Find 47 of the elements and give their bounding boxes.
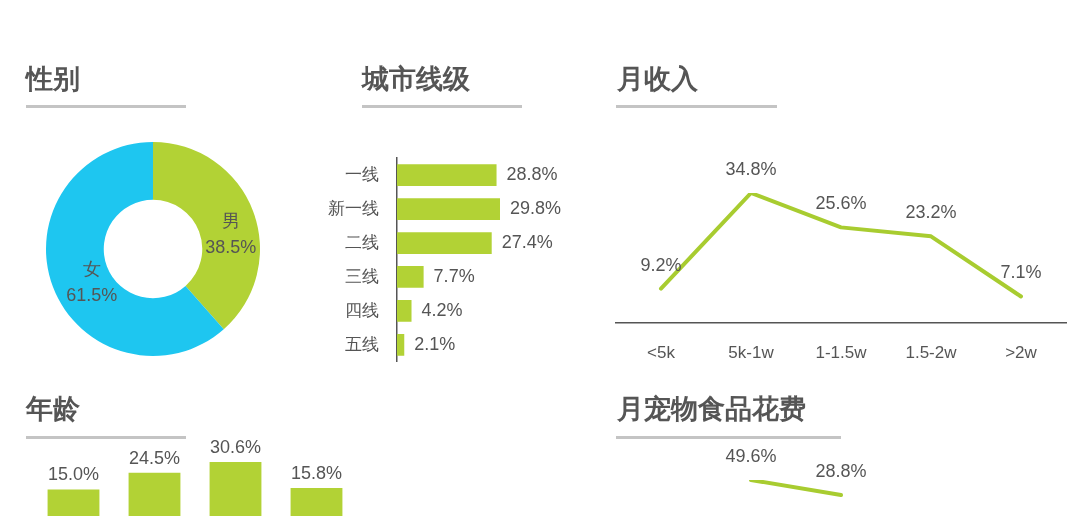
data-label: 28.8% bbox=[815, 461, 867, 482]
bar bbox=[397, 333, 405, 356]
data-label: 9.2% bbox=[640, 254, 682, 275]
data-label: 24.5% bbox=[128, 447, 181, 468]
bar bbox=[290, 488, 343, 516]
y-tick-label: 新一线 bbox=[328, 198, 379, 218]
bar bbox=[47, 489, 100, 516]
data-label: 29.8% bbox=[510, 198, 562, 219]
chart-title: 月宠物食品花费 bbox=[617, 394, 806, 424]
y-tick-label: 五线 bbox=[345, 334, 379, 354]
y-tick-label: 三线 bbox=[345, 266, 379, 286]
bar bbox=[128, 472, 181, 516]
bar bbox=[397, 300, 412, 322]
data-label: 34.8% bbox=[725, 158, 777, 179]
x-tick-label: >2w bbox=[1005, 342, 1038, 362]
data-label: 2.1% bbox=[414, 333, 456, 354]
y-tick-label: 二线 bbox=[345, 232, 379, 252]
data-label: 49.6% bbox=[725, 445, 777, 466]
chart-title: 月收入 bbox=[617, 64, 698, 94]
bar bbox=[397, 198, 500, 220]
x-tick-label: <5k bbox=[647, 342, 676, 362]
data-label: 7.1% bbox=[1000, 262, 1042, 283]
bar bbox=[397, 266, 424, 288]
y-tick-label: 一线 bbox=[345, 164, 379, 184]
x-tick-label: 1-1.5w bbox=[815, 342, 868, 362]
slice-label: 女 bbox=[82, 259, 101, 280]
bar bbox=[397, 164, 497, 187]
data-label: 30.6% bbox=[209, 436, 262, 457]
data-label: 25.6% bbox=[815, 193, 867, 214]
chart-title: 年龄 bbox=[26, 394, 80, 424]
data-label: 15.8% bbox=[290, 463, 343, 484]
chart-title: 性别 bbox=[26, 64, 80, 94]
data-label: 61.5% bbox=[66, 285, 118, 306]
data-label: 27.4% bbox=[501, 232, 553, 252]
x-tick-label: 5k-1w bbox=[728, 342, 775, 362]
bar bbox=[397, 232, 492, 254]
y-tick-label: 四线 bbox=[345, 300, 379, 320]
data-label: 15.0% bbox=[47, 464, 100, 485]
x-tick-label: 1.5-2w bbox=[905, 342, 958, 362]
data-label: 7.7% bbox=[433, 265, 475, 286]
bar bbox=[209, 462, 262, 516]
chart-title: 城市线级 bbox=[362, 64, 470, 94]
slice-label: 男 bbox=[221, 210, 240, 231]
data-label: 28.8% bbox=[506, 164, 558, 185]
data-label: 4.2% bbox=[421, 299, 463, 320]
data-label: 38.5% bbox=[205, 236, 257, 257]
data-label: 23.2% bbox=[905, 202, 957, 223]
